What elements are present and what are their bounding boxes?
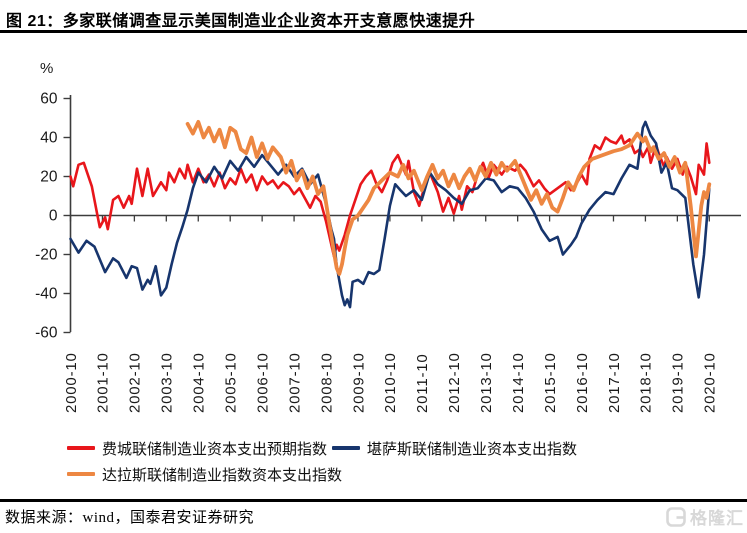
watermark: 格隆汇 <box>666 504 744 529</box>
legend-item-dallas-fed: 达拉斯联储制造业指数资本支出指数 <box>67 465 343 484</box>
y-tick-label: 40 <box>40 130 58 147</box>
x-tick-label: 2017-10 <box>606 352 623 413</box>
x-tick-label: 2006-10 <box>254 352 271 413</box>
legend-item-philly-fed: 费城联储制造业资本支出预期指数 <box>67 439 328 458</box>
series-line-0 <box>69 134 711 258</box>
x-tick-label: 2015-10 <box>542 352 559 413</box>
legend-swatch-orange-line <box>67 471 95 477</box>
x-axis: 2000-10 2001-10 2002-10 2003-10 2004-10 2005-… <box>63 214 741 413</box>
x-tick-label: 2003-10 <box>159 352 176 413</box>
x-tick-label: 2000-10 <box>63 352 80 413</box>
gelonghui-logo-icon <box>666 506 686 527</box>
x-tick-label: 2004-10 <box>191 352 208 413</box>
x-tick-label: 2018-10 <box>638 352 655 413</box>
y-tick-label: -40 <box>35 286 58 303</box>
y-tick-label: 0 <box>49 208 58 225</box>
x-tick-label: 2008-10 <box>318 352 335 413</box>
x-tick-label: 2001-10 <box>95 352 112 413</box>
x-tick-label: 2007-10 <box>286 352 303 413</box>
legend-swatch-navy-line <box>332 446 360 450</box>
series-line-2 <box>185 120 712 276</box>
figure-title: 图 21：多家联储调查显示美国制造业企业资本开支意愿快速提升 <box>6 13 476 30</box>
series-line-1 <box>69 120 711 309</box>
x-tick-label: 2016-10 <box>574 352 591 413</box>
x-tick-label: 2020-10 <box>702 352 719 413</box>
title-divider <box>0 30 747 33</box>
footer-divider <box>0 499 747 502</box>
y-axis-unit-label: % <box>40 60 54 77</box>
legend-swatch-red-line <box>67 446 95 450</box>
y-tick-label: -60 <box>35 325 58 342</box>
y-tick-label: 20 <box>40 169 58 186</box>
x-tick-label: 2013-10 <box>478 352 495 413</box>
y-axis: 60 40 20 0 -20 -40 -60 <box>35 91 72 342</box>
legend-item-kansas-fed: 堪萨斯联储制造业资本支出指数 <box>332 439 578 458</box>
x-tick-label: 2005-10 <box>223 352 240 413</box>
x-tick-label: 2010-10 <box>382 352 399 413</box>
x-tick-label: 2011-10 <box>414 353 431 413</box>
legend-label: 费城联储制造业资本支出预期指数 <box>102 440 328 458</box>
legend-label: 达拉斯联储制造业指数资本支出指数 <box>102 466 343 484</box>
x-tick-label: 2014-10 <box>510 352 527 413</box>
y-tick-label: 60 <box>40 91 58 108</box>
legend-label: 堪萨斯联储制造业资本支出指数 <box>367 440 578 458</box>
x-tick-label: 2012-10 <box>446 352 463 413</box>
y-tick-label: -20 <box>35 247 58 264</box>
watermark-text: 格隆汇 <box>690 509 744 528</box>
x-tick-label: 2002-10 <box>127 352 144 413</box>
x-tick-label: 2019-10 <box>670 352 687 413</box>
x-tick-label: 2009-10 <box>350 352 367 413</box>
data-source-note: 数据来源：wind，国泰君安证券研究 <box>5 510 255 526</box>
